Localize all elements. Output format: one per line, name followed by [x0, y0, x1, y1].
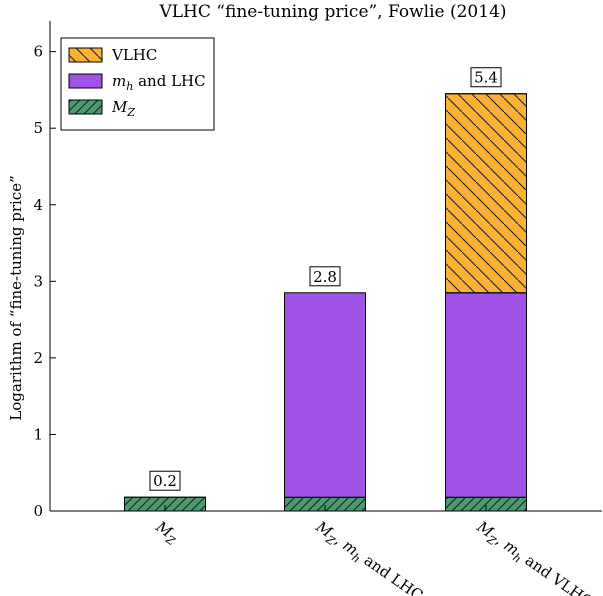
y-axis-label: Logarithm of “fine-tuning price”: [7, 175, 25, 421]
y-tick-label: 3: [33, 272, 43, 290]
y-tick-label: 4: [33, 196, 43, 214]
legend-swatch-vlhc-hatch: [68, 47, 103, 63]
data-label-text: 5.4: [474, 69, 498, 87]
plot-area: 0 1 2 3 4 5 6 0.2 2.8 5.4 MZ MZ, mh and LHC MZ, mh a…: [33, 21, 602, 596]
y-tick-label: 1: [33, 425, 43, 443]
y-tick-label: 2: [33, 349, 43, 367]
bar-mh-3: [445, 292, 527, 498]
chart-title: VLHC “fine-tuning price”, Fowlie (2014): [158, 2, 506, 22]
y-tick-label: 5: [33, 119, 43, 137]
x-tick-label: MZ, mh and LHC: [310, 517, 426, 596]
legend-swatch-mz-hatch: [68, 99, 103, 115]
bar-vlhc-3-hatch: [445, 93, 527, 294]
y-tick-label: 0: [33, 502, 43, 520]
data-label-3: 5.4: [470, 67, 502, 88]
x-tick-label: MZ, mh and VLHC: [471, 517, 596, 596]
data-label-2: 2.8: [309, 266, 341, 287]
legend-label-vlhc: VLHC: [111, 46, 157, 64]
legend-label-mz: MZ: [111, 98, 135, 119]
legend-label-mh: mh and LHC: [112, 72, 206, 93]
y-tick-label: 6: [33, 43, 43, 61]
data-label-text: 2.8: [313, 268, 337, 286]
x-tick-label: MZ: [150, 517, 182, 548]
data-label-box: [149, 470, 181, 491]
data-label-box: [309, 266, 341, 287]
data-label-text: 0.2: [153, 472, 177, 490]
data-label-1: 0.2: [149, 470, 181, 491]
legend-swatch-mh: [68, 73, 103, 89]
bar-mh-2: [284, 292, 366, 498]
data-label-box: [470, 67, 502, 88]
legend: VLHC mh and LHC MZ: [60, 37, 215, 131]
